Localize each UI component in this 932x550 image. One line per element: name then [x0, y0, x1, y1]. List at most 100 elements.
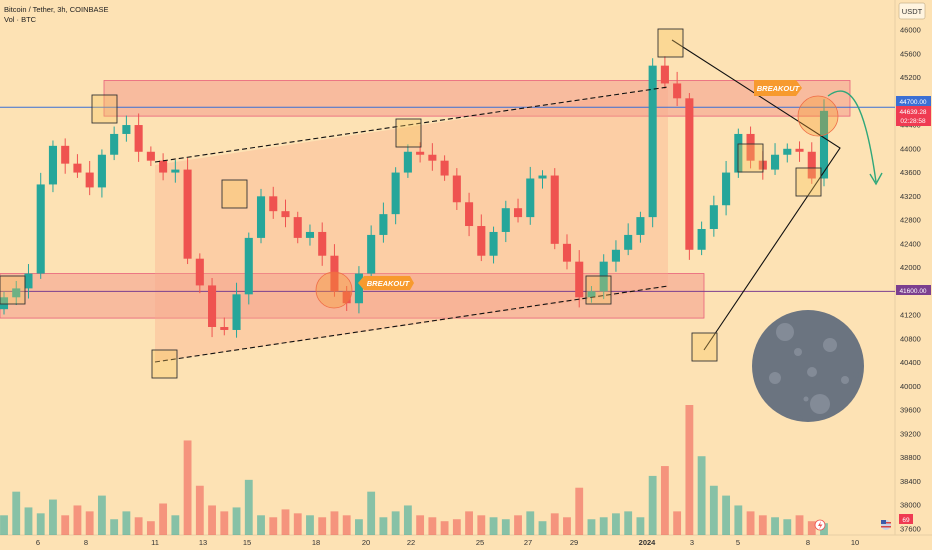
volume-bar	[587, 519, 596, 535]
volume-bar	[428, 517, 437, 535]
candle-body	[648, 65, 657, 218]
volume-bar	[758, 515, 767, 535]
candle-body	[391, 172, 400, 215]
volume-bar	[134, 517, 143, 535]
current-price-value: 44639.28	[899, 109, 926, 116]
channel-lower-line	[154, 285, 669, 363]
notification-badge[interactable]	[899, 514, 913, 524]
volume-bar	[820, 523, 828, 535]
candle-body	[48, 145, 57, 185]
lightning-icon[interactable]	[814, 519, 826, 531]
x-tick-label: 8	[806, 538, 810, 547]
volume-bar	[97, 495, 106, 535]
volume-bar	[599, 517, 608, 535]
volume-bar	[257, 515, 265, 535]
currency-label: USDT	[902, 7, 923, 16]
candle-body	[489, 231, 498, 256]
volume-bar	[195, 485, 204, 535]
level-top-value: 44700.00	[899, 99, 926, 106]
candle-body	[281, 211, 290, 218]
y-tick-label: 38000	[900, 501, 921, 510]
volume-bar	[269, 517, 278, 535]
candle-body	[819, 110, 829, 179]
candle-body	[440, 160, 449, 176]
volume-bar	[24, 507, 33, 535]
y-tick-label: 44000	[900, 144, 921, 153]
volume-bar	[49, 499, 57, 535]
volume-bar	[391, 511, 400, 535]
volume-bar	[355, 519, 363, 535]
candle-body	[146, 151, 155, 161]
candle-body	[220, 327, 229, 330]
volume-bar	[318, 517, 327, 535]
candle-body	[256, 196, 266, 238]
volume-bar	[306, 515, 314, 535]
candle-body	[342, 291, 351, 304]
x-tick-label: 29	[570, 538, 578, 547]
y-tick-label: 40000	[900, 382, 921, 391]
currency-button[interactable]	[898, 2, 926, 20]
candle-body	[550, 175, 559, 244]
y-tick-label: 37600	[900, 524, 921, 533]
volume-bar	[220, 511, 229, 535]
y-tick-label: 39200	[900, 429, 921, 438]
volume-bar	[673, 511, 682, 535]
x-tick-label: 25	[476, 538, 484, 547]
volume-bar	[452, 519, 461, 535]
candle-body	[305, 231, 315, 238]
volume-bar	[783, 519, 792, 535]
resistance-zone	[103, 80, 851, 117]
y-tick-label: 39600	[900, 406, 921, 415]
flag-icon[interactable]	[881, 520, 891, 530]
candle-body	[73, 163, 82, 173]
channel-upper-line	[154, 86, 669, 163]
candle-body	[85, 172, 94, 188]
y-tick-label: 41200	[900, 311, 921, 320]
x-tick-label: 6	[36, 538, 40, 547]
candle-body	[783, 148, 792, 155]
volume-bar	[807, 521, 816, 535]
candle-body	[746, 133, 755, 161]
svg-text:BREAKOUT: BREAKOUT	[367, 279, 411, 288]
volume-bar	[159, 503, 168, 535]
candle-body	[575, 261, 584, 298]
candle-body	[587, 291, 596, 298]
breakout-label-right: BREAKOUT	[754, 80, 802, 96]
candle-body	[465, 202, 474, 227]
y-tick-label: 45200	[900, 73, 921, 82]
volume-bar	[0, 515, 8, 535]
volume-bar	[538, 521, 547, 535]
candle-body	[673, 83, 682, 99]
price-axis[interactable]	[895, 0, 932, 550]
highlight-box	[691, 332, 718, 362]
candle-body	[807, 151, 816, 179]
candle-body	[709, 205, 718, 229]
volume-bar	[61, 515, 70, 535]
candle-body	[722, 172, 731, 206]
candle-body	[159, 160, 168, 173]
candle-body	[12, 288, 21, 298]
y-tick-label: 43200	[900, 192, 921, 201]
volume-bar	[563, 517, 571, 535]
level-top-tag	[896, 96, 931, 106]
svg-text:BREAKOUT: BREAKOUT	[757, 84, 801, 93]
y-tick-label: 46000	[900, 26, 921, 35]
x-tick-label: 2024	[639, 538, 657, 547]
y-tick-label: 43600	[900, 168, 921, 177]
y-tick-label: 45600	[900, 49, 921, 58]
chart-pane[interactable]	[0, 0, 895, 550]
candle-body	[134, 125, 143, 152]
volume-bar	[550, 513, 559, 535]
y-tick-label: 42000	[900, 263, 921, 272]
breakout-circle-left	[315, 271, 353, 309]
candle-body	[24, 273, 33, 289]
highlight-box	[585, 275, 612, 305]
candles-layer	[0, 56, 829, 338]
x-tick-label: 22	[407, 538, 415, 547]
x-tick-label: 15	[243, 538, 251, 547]
candle-body	[428, 154, 437, 161]
volume-bar	[342, 515, 351, 535]
volume-bar	[416, 515, 425, 535]
volume-bar	[146, 521, 155, 535]
